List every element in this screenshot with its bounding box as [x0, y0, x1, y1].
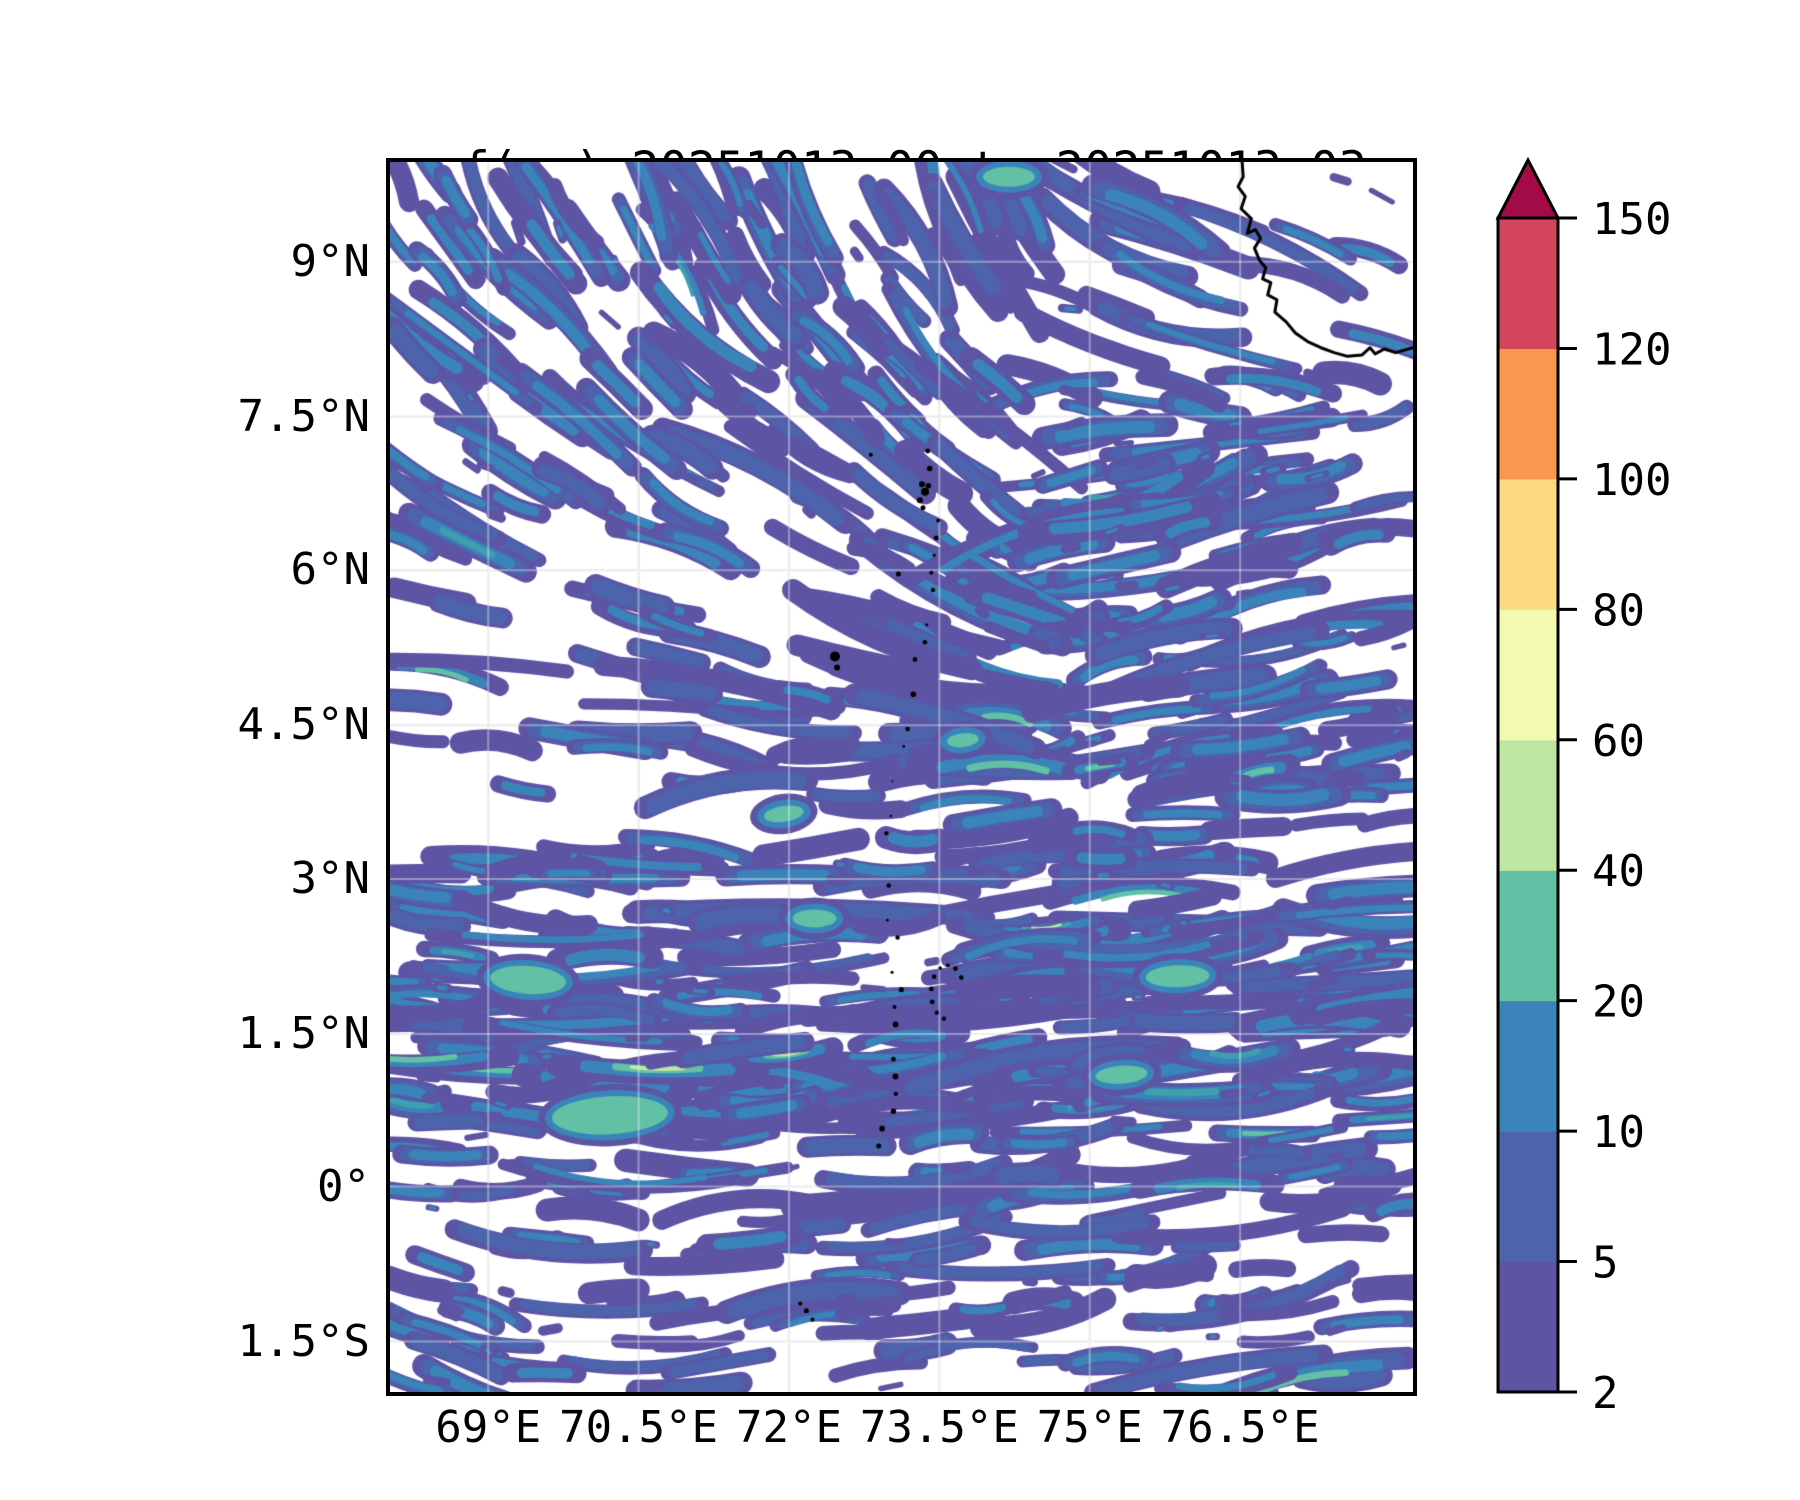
colorbar-tick-label-150: 150 — [1592, 194, 1671, 245]
y-tick-3°N: 3°N — [290, 853, 370, 905]
x-tick-69°E: 69°E — [435, 1402, 542, 1453]
colorbar-tick-label-120: 120 — [1592, 324, 1671, 375]
colorbar-over-arrow — [1495, 156, 1561, 220]
colorbar-tick-label-100: 100 — [1592, 455, 1671, 506]
colorbar-tick-label-80: 80 — [1592, 585, 1645, 636]
colorbar-segment-100-120 — [1498, 348, 1558, 480]
colorbar-tick-label-5: 5 — [1592, 1238, 1619, 1289]
colorbar-segment-60-80 — [1498, 609, 1558, 741]
colorbar-tick-label-2: 2 — [1592, 1368, 1619, 1419]
colorbar-segment-40-60 — [1498, 739, 1558, 871]
colorbar-tick-label-20: 20 — [1592, 977, 1645, 1028]
x-tick-75°E: 75°E — [1036, 1402, 1143, 1453]
y-tick-0°: 0° — [317, 1160, 370, 1212]
colorbar-outline — [1496, 216, 1560, 1394]
colorbar-tick-label-60: 60 — [1592, 716, 1645, 767]
y-tick-6°N: 6°N — [290, 544, 370, 596]
x-tick-76.5°E: 76.5°E — [1160, 1402, 1320, 1453]
x-tick-72°E: 72°E — [735, 1402, 842, 1453]
colorbar-tick-label-40: 40 — [1592, 846, 1645, 897]
x-tick-70.5°E: 70.5°E — [559, 1402, 719, 1453]
y-tick-9°N: 9°N — [290, 235, 370, 287]
y-tick-1.5°N: 1.5°N — [237, 1008, 370, 1060]
colorbar-segment-80-100 — [1498, 478, 1558, 610]
y-tick-1.5°S: 1.5°S — [237, 1315, 370, 1367]
colorbar-tick-label-10: 10 — [1592, 1107, 1645, 1158]
colorbar-segment-5-10 — [1498, 1131, 1558, 1263]
rainfall-field-canvas — [390, 162, 1413, 1392]
colorbar-segment-2-5 — [1498, 1261, 1558, 1393]
colorbar-segment-120-150 — [1498, 218, 1558, 350]
colorbar-segment-20-40 — [1498, 870, 1558, 1002]
y-tick-4.5°N: 4.5°N — [237, 699, 370, 751]
colorbar-segment-10-20 — [1498, 1000, 1558, 1132]
x-tick-73.5°E: 73.5°E — [859, 1402, 1019, 1453]
y-tick-7.5°N: 7.5°N — [237, 390, 370, 442]
